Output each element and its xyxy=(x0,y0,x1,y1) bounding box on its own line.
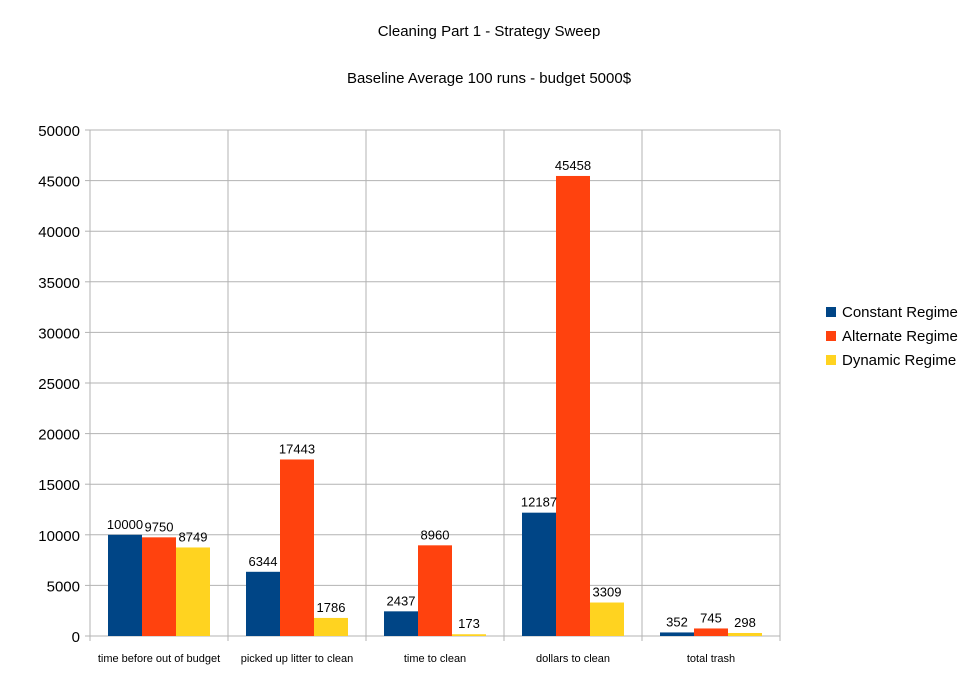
data-label: 6344 xyxy=(249,554,278,569)
y-tick-label: 30000 xyxy=(38,325,80,342)
legend: Constant Regime Alternate Regime Dynamic R… xyxy=(826,304,958,369)
y-tick-label: 0 xyxy=(72,629,80,646)
bar xyxy=(418,545,452,636)
bar xyxy=(556,175,590,637)
y-tick-label: 10000 xyxy=(38,528,80,545)
legend-swatch xyxy=(826,331,836,341)
bar xyxy=(452,634,486,636)
y-tick-label: 35000 xyxy=(38,275,80,292)
bar xyxy=(108,534,142,636)
bars xyxy=(108,175,762,637)
chart-title: Cleaning Part 1 - Strategy Sweep xyxy=(378,23,601,40)
data-label: 10000 xyxy=(107,517,143,532)
y-tick-label: 40000 xyxy=(38,224,80,241)
data-label: 173 xyxy=(458,616,480,631)
y-tick-label: 50000 xyxy=(38,123,80,140)
data-label: 745 xyxy=(700,610,722,625)
bar xyxy=(246,571,280,636)
data-label: 3309 xyxy=(593,585,622,600)
axes: 0 5000 10000 15000 20000 25000 30000 35000 40000… xyxy=(38,123,735,665)
grid-lines xyxy=(89,129,781,641)
y-tick-label: 5000 xyxy=(47,578,80,595)
bar xyxy=(384,611,418,636)
chart-subtitle: Baseline Average 100 runs - budget 5000$ xyxy=(347,70,632,87)
data-label: 352 xyxy=(666,614,688,629)
data-label: 2437 xyxy=(387,593,416,608)
y-tick-label: 45000 xyxy=(38,174,80,191)
bar xyxy=(522,512,556,636)
legend-label: Constant Regime xyxy=(842,304,958,321)
x-tick-label: time before out of budget xyxy=(98,653,220,665)
data-label: 8960 xyxy=(421,527,450,542)
y-tick-label: 15000 xyxy=(38,477,80,494)
legend-swatch xyxy=(826,355,836,365)
legend-label: Alternate Regime xyxy=(842,328,958,345)
x-tick-label: dollars to clean xyxy=(536,653,610,665)
data-labels: 10000 9750 8749 6344 17443 1786 2437 8960 173 121… xyxy=(107,158,756,631)
y-tick-label: 20000 xyxy=(38,427,80,444)
data-label: 17443 xyxy=(279,441,315,456)
y-tick-label: 25000 xyxy=(38,376,80,393)
data-label: 8749 xyxy=(179,529,208,544)
data-label: 1786 xyxy=(317,600,346,615)
bar xyxy=(590,602,624,636)
data-label: 298 xyxy=(734,615,756,630)
legend-label: Dynamic Regime xyxy=(842,352,956,369)
x-tick-label: total trash xyxy=(687,653,735,665)
data-label: 45458 xyxy=(555,158,591,173)
bar xyxy=(314,617,348,636)
bar xyxy=(280,459,314,636)
bar xyxy=(176,547,210,636)
bar xyxy=(728,632,762,636)
bar xyxy=(142,537,176,636)
x-tick-label: picked up litter to clean xyxy=(241,653,354,665)
bar xyxy=(660,632,694,636)
data-label: 12187 xyxy=(521,495,557,510)
data-label: 9750 xyxy=(145,519,174,534)
legend-swatch xyxy=(826,307,836,317)
x-tick-label: time to clean xyxy=(404,653,466,665)
bar xyxy=(694,628,728,636)
